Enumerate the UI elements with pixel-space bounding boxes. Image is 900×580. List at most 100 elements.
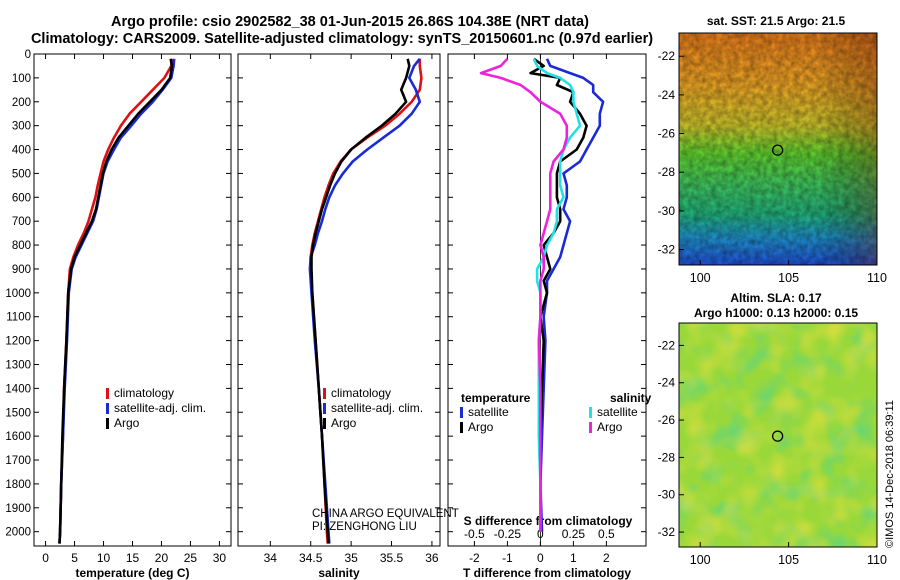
series-line-salinity-Argo <box>479 57 569 532</box>
top-axis-tick-label: 0.25 <box>562 527 586 541</box>
legend-label: climatology <box>114 386 174 400</box>
lon-tick-label: 110 <box>867 553 887 567</box>
series-line-temperature-Argo <box>529 57 588 532</box>
depth-tick-label: 1400 <box>5 383 31 395</box>
top-axis-tick-label: -0.5 <box>464 527 485 541</box>
panel-frame <box>447 53 647 547</box>
panel-frame <box>33 53 232 547</box>
legend-swatch <box>460 407 463 418</box>
legend-label: Argo <box>597 420 623 434</box>
depth-tick-label: 600 <box>12 192 31 204</box>
lon-tick-label: 110 <box>867 271 887 285</box>
lon-tick-label: 100 <box>690 271 711 285</box>
depth-tick-label: 900 <box>12 264 31 276</box>
lat-tick-label: -22 <box>658 49 676 63</box>
x-axis-label: T difference from climatology <box>463 566 631 580</box>
x-tick-label: 10 <box>97 551 111 565</box>
x-tick-label: 2 <box>603 551 610 565</box>
panel-frame <box>237 53 441 547</box>
figure-title-line2: Climatology: CARS2009. Satellite-adjuste… <box>31 31 653 47</box>
depth-tick-label: 1700 <box>5 455 31 467</box>
x-axis-label: salinity <box>318 566 360 580</box>
lat-tick-label: -26 <box>658 413 676 427</box>
legend-swatch <box>589 407 592 418</box>
x-tick-label: 35 <box>344 551 358 565</box>
series-line-climatology <box>309 58 423 544</box>
x-tick-label: 35.5 <box>380 551 404 565</box>
x-tick-label: 20 <box>155 551 169 565</box>
legend-swatch <box>323 418 326 429</box>
panel-3: -2 -1 0 1 2T difference from climatology -0.5… <box>447 53 652 580</box>
sla-map-title-line1: Altim. SLA: 0.17 <box>730 291 822 305</box>
legend-title-salinity: salinity <box>610 391 652 405</box>
top-axis-tick-label: -0.25 <box>494 527 522 541</box>
legend-swatch <box>323 388 326 399</box>
legend-title-temperature: temperature <box>461 391 531 405</box>
x-tick-label: 36 <box>425 551 439 565</box>
top-axis-tick-label: 0.5 <box>598 527 615 541</box>
depth-tick-label: 100 <box>12 73 31 85</box>
depth-tick-label: 0 <box>25 49 31 61</box>
x-tick-label: -2 <box>469 551 480 565</box>
series-line-Argo <box>58 58 174 544</box>
depth-tick-label: 300 <box>12 121 31 133</box>
legend-swatch <box>589 422 592 433</box>
lat-tick-label: -30 <box>658 488 676 502</box>
profile-panels: 0100200300400500600700800900100011001200… <box>5 49 651 580</box>
series-line-climatology <box>58 58 174 544</box>
depth-tick-label: 2000 <box>5 527 31 539</box>
panel-2: 34 34.5 35 35.5 36 salinity climatologysatelli… <box>237 53 441 580</box>
legend-swatch <box>460 422 463 433</box>
lat-tick-label: -30 <box>658 204 676 218</box>
legend-swatch <box>106 418 109 429</box>
legend-label: Argo <box>331 416 357 430</box>
lon-tick-label: 100 <box>690 553 711 567</box>
legend-label: satellite <box>597 405 638 419</box>
lat-tick-label: -32 <box>658 243 676 257</box>
x-tick-label: 34.5 <box>299 551 323 565</box>
copyright-stamp: ©IMOS 14-Dec-2018 06:39:11 <box>884 400 896 548</box>
legend-swatch <box>323 403 326 414</box>
legend-label: Argo <box>468 420 494 434</box>
x-tick-label: 5 <box>71 551 78 565</box>
lat-tick-label: -28 <box>658 165 676 179</box>
x-tick-label: 0 <box>537 551 544 565</box>
lat-tick-label: -32 <box>658 525 676 539</box>
panel-1: 0100200300400500600700800900100011001200… <box>5 49 232 580</box>
depth-tick-label: 700 <box>12 216 31 228</box>
depth-tick-label: 1100 <box>6 312 31 324</box>
depth-tick-label: 1600 <box>5 431 31 443</box>
x-tick-label: -1 <box>502 551 513 565</box>
sst-map-title: sat. SST: 21.5 Argo: 21.5 <box>707 14 846 28</box>
depth-tick-label: 500 <box>12 168 31 180</box>
series-line-temperature-satellite <box>539 58 605 532</box>
argo-position-marker <box>771 144 784 156</box>
lat-tick-label: -26 <box>658 127 676 141</box>
credit-line1: CHINA ARGO EQUIVALENT <box>312 508 459 520</box>
depth-tick-label: 1800 <box>5 479 31 491</box>
depth-tick-label: 1000 <box>5 288 31 300</box>
argo-position-marker <box>771 430 784 442</box>
lon-tick-label: 105 <box>778 553 799 567</box>
sst-map: -22 -24 -26 -28 -30 -32 100 105 110 <box>658 32 887 285</box>
lat-tick-label: -24 <box>658 88 676 102</box>
sst-texture <box>679 33 877 265</box>
x-tick-label: 30 <box>213 551 227 565</box>
x-tick-label: 0 <box>42 551 49 565</box>
top-axis-tick-label: 0 <box>537 527 544 541</box>
legend-label: satellite-adj. clim. <box>114 401 206 415</box>
sla-map-title-line2: Argo h1000: 0.13 h2000: 0.15 <box>694 306 858 320</box>
lon-tick-label: 105 <box>778 271 799 285</box>
depth-tick-label: 1900 <box>5 503 31 515</box>
x-tick-label: 25 <box>184 551 198 565</box>
depth-tick-label: 200 <box>12 97 31 109</box>
sla-map: -22 -24 -26 -28 -30 -32 100 105 110 <box>658 322 887 567</box>
depth-tick-label: 1300 <box>5 359 31 371</box>
series-line-satellite-adj.-clim. <box>308 57 422 544</box>
x-tick-label: 1 <box>570 551 577 565</box>
legend-label: Argo <box>114 416 140 430</box>
depth-tick-label: 800 <box>12 240 31 252</box>
legend-swatch <box>106 403 109 414</box>
map-frame <box>678 32 878 266</box>
